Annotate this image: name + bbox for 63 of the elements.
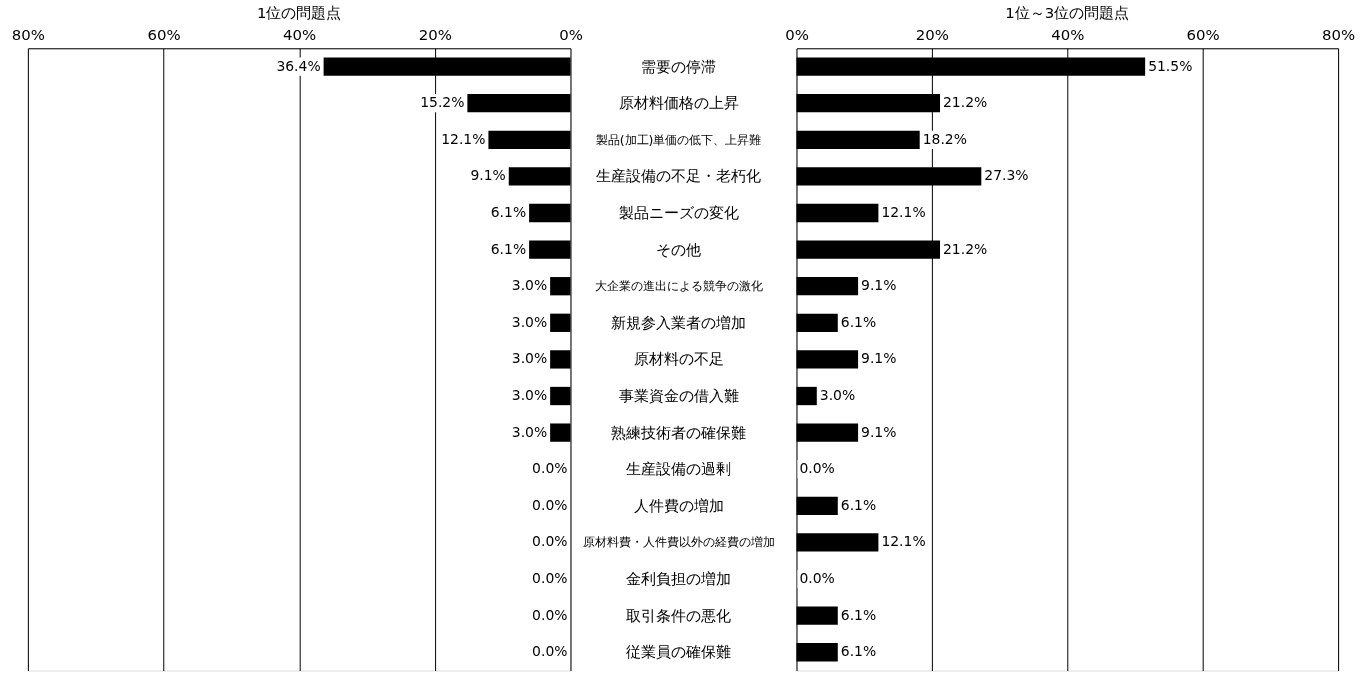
data-label: 0.0% (532, 533, 568, 550)
x-tick-label: 0% (559, 25, 583, 44)
data-label: 3.0% (511, 350, 548, 367)
y-tick-label: 事業資金の借入難 (618, 386, 739, 405)
y-tick-label: 新規参入業者の増加 (611, 313, 747, 332)
data-label: 0.0% (799, 460, 835, 477)
data-label: 0.0% (532, 496, 568, 513)
data-label: 6.1% (490, 240, 527, 257)
x-tick-label: 40% (1051, 25, 1085, 44)
y-tick-label: 原材料費・人件費以外の経費の増加 (582, 534, 775, 550)
y-tick-label: 生産設備の過剰 (626, 460, 732, 479)
x-tick-label: 40% (283, 25, 317, 44)
x-tick-label: 20% (915, 25, 949, 44)
data-label: 18.2% (922, 130, 967, 147)
data-label: 36.4% (276, 57, 321, 74)
data-label: 21.2% (943, 94, 988, 111)
data-label: 9.1% (470, 167, 506, 184)
y-tick-label: 原材料価格の上昇 (618, 94, 739, 113)
data-label: 6.1% (840, 496, 877, 513)
chart-title: 1位～3位の問題点 (1005, 4, 1130, 23)
data-label: 3.0% (511, 313, 548, 330)
chart-title: 1位の問題点 (256, 4, 342, 23)
data-label: 0.0% (532, 570, 568, 587)
data-label: 3.0% (511, 423, 548, 440)
x-tick-label: 0% (785, 25, 809, 44)
data-label: 3.0% (511, 277, 548, 294)
data-label: 0.0% (532, 606, 568, 623)
y-tick-label: 需要の停滞 (641, 57, 717, 76)
data-label: 12.1% (881, 203, 926, 220)
x-tick-label: 60% (147, 25, 181, 44)
data-label: 6.1% (490, 203, 527, 220)
x-tick-label: 80% (11, 25, 45, 44)
y-tick-label: 原材料の不足 (633, 350, 724, 369)
y-tick-label: 生産設備の不足・老朽化 (596, 167, 762, 186)
x-tick-label: 60% (1186, 25, 1220, 44)
y-tick-label: 製品(加工)単価の低下、上昇難 (595, 131, 762, 147)
data-label: 21.2% (943, 240, 988, 257)
data-label: 12.1% (881, 533, 926, 550)
data-label: 0.0% (532, 460, 568, 477)
x-tick-label: 20% (418, 25, 452, 44)
data-label: 6.1% (840, 313, 877, 330)
y-tick-label: 従業員の確保難 (626, 643, 732, 662)
data-label: 9.1% (861, 423, 897, 440)
data-label: 6.1% (840, 643, 877, 660)
data-label: 9.1% (861, 277, 897, 294)
data-label: 15.2% (420, 94, 465, 111)
data-label: 0.0% (532, 643, 568, 660)
y-tick-label: その他 (656, 240, 702, 259)
data-label: 9.1% (861, 350, 897, 367)
y-tick-label: 大企業の進出による競争の激化 (594, 278, 763, 294)
data-label: 27.3% (984, 167, 1029, 184)
data-label: 12.1% (441, 130, 486, 147)
y-tick-label: 製品ニーズの変化 (618, 203, 739, 222)
data-label: 3.0% (819, 386, 856, 403)
y-tick-label: 金利負担の増加 (626, 570, 732, 589)
data-label: 0.0% (799, 570, 835, 587)
y-tick-label: 取引条件の悪化 (626, 606, 732, 625)
y-tick-label: 熟練技術者の確保難 (611, 423, 747, 442)
data-label: 51.5% (1148, 57, 1193, 74)
data-label: 3.0% (511, 386, 548, 403)
y-tick-label: 人件費の増加 (633, 496, 724, 515)
data-label: 6.1% (840, 606, 877, 623)
x-tick-label: 80% (1322, 25, 1356, 44)
